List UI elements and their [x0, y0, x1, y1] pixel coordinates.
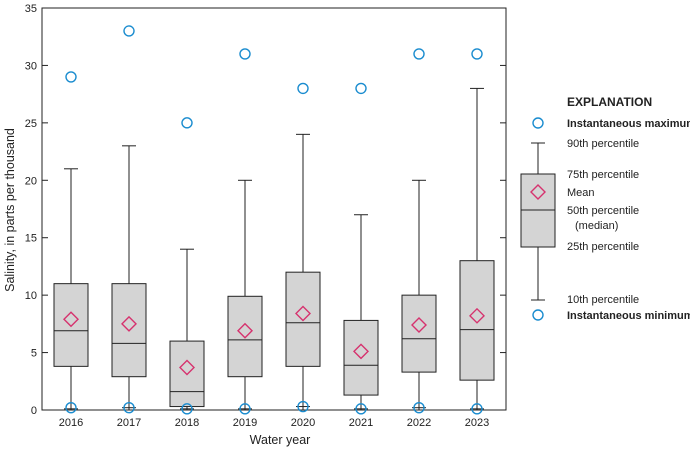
x-tick-label: 2017	[117, 417, 141, 429]
mean-marker	[295, 305, 311, 322]
min-marker	[239, 403, 251, 415]
y-tick-label: 25	[25, 118, 37, 130]
x-tick-label: 2016	[59, 417, 83, 429]
max-marker	[181, 117, 193, 129]
legend-title: EXPLANATION	[567, 95, 652, 109]
mean-marker	[411, 317, 427, 333]
box-iqr	[459, 260, 495, 381]
min-marker	[65, 402, 77, 414]
min-marker	[471, 403, 483, 415]
mean-marker	[237, 322, 253, 339]
y-tick-label: 0	[31, 405, 37, 417]
x-tick-label: 2020	[291, 417, 315, 429]
y-tick-label: 10	[25, 290, 37, 302]
min-marker	[413, 402, 425, 414]
mean-marker	[121, 315, 137, 332]
legend-p90-label: 90th percentile	[567, 138, 639, 150]
min-marker	[297, 400, 309, 413]
box-iqr	[401, 294, 437, 373]
y-axis-title: Salinity, in parts per thousand	[3, 128, 17, 292]
box-iqr	[53, 283, 89, 367]
x-tick-label: 2018	[175, 417, 199, 429]
max-marker	[355, 82, 367, 95]
mean-marker	[179, 359, 195, 376]
x-tick-label: 2019	[233, 417, 257, 429]
legend-max-label: Instantaneous maximum	[567, 118, 690, 130]
plot-frame	[41, 7, 507, 411]
y-tick-label: 20	[25, 175, 37, 187]
min-marker	[181, 403, 193, 415]
plot-area: 0 5 10 15 20 25 30 35 2016 2017 2018 2019 2020 2021 20…	[25, 3, 507, 429]
mean-marker	[63, 311, 79, 328]
max-marker	[413, 48, 425, 60]
legend-max-marker	[532, 117, 544, 129]
y-tick-label: 35	[25, 3, 37, 15]
legend-p10-label: 10th percentile	[567, 294, 639, 306]
box-iqr	[285, 271, 321, 367]
x-axis-title: Water year	[250, 433, 311, 447]
legend-mean-marker	[530, 184, 546, 200]
min-marker	[355, 403, 367, 415]
legend-p25-label: 25th percentile	[567, 241, 639, 253]
x-tick-label: 2022	[407, 417, 431, 429]
max-marker	[239, 48, 251, 60]
x-tick-label: 2021	[349, 417, 373, 429]
legend-p75-label: 75th percentile	[567, 169, 639, 181]
legend-min-marker	[532, 309, 544, 321]
y-tick-label: 30	[25, 60, 37, 72]
min-marker	[123, 402, 135, 414]
mean-marker	[469, 307, 485, 324]
x-tick-label: 2023	[465, 417, 489, 429]
max-marker	[65, 71, 77, 83]
mean-marker	[353, 343, 369, 360]
y-tick-label: 15	[25, 233, 37, 245]
box-iqr	[343, 319, 379, 396]
legend: EXPLANATION Instantaneous maximum 90th p…	[520, 95, 690, 322]
max-marker	[123, 25, 135, 37]
max-marker	[297, 82, 309, 95]
max-marker	[471, 48, 483, 60]
legend-mean-label: Mean	[567, 187, 595, 199]
legend-min-label: Instantaneous minimum	[567, 310, 690, 322]
legend-median-sublabel: (median)	[575, 220, 618, 232]
y-tick-label: 5	[31, 348, 37, 360]
legend-median-label: 50th percentile	[567, 205, 639, 217]
box-iqr	[227, 295, 263, 378]
